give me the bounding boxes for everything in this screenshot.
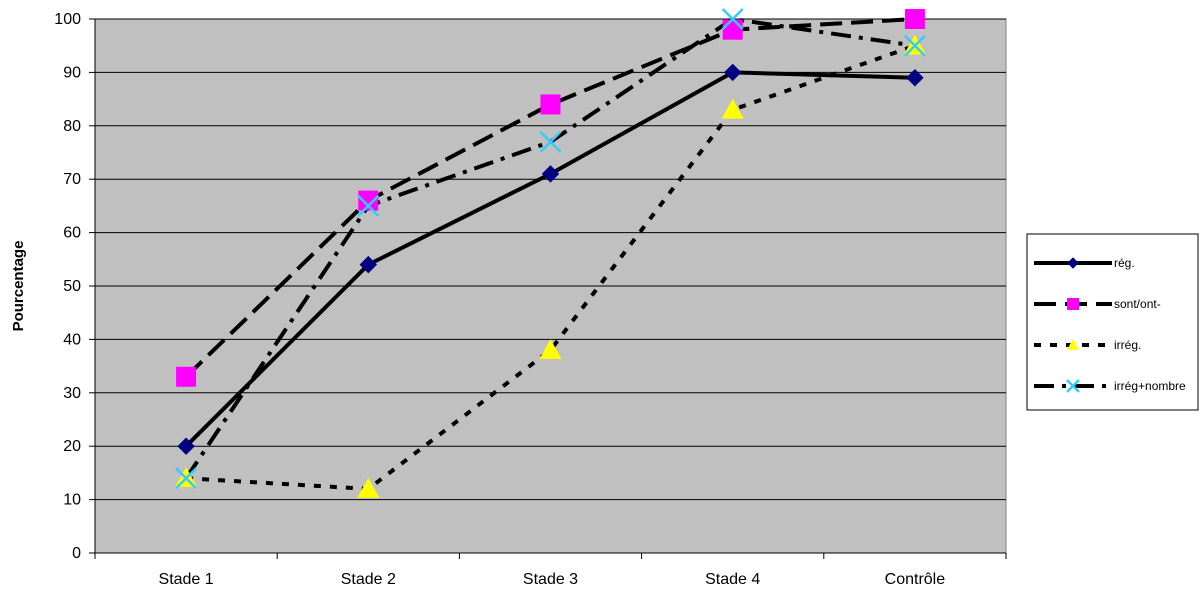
square-marker	[358, 190, 379, 211]
y-tick-label: 90	[63, 64, 81, 81]
x-marker-stroke	[357, 195, 380, 217]
x-marker	[904, 34, 926, 57]
legend-label: irrég.	[1114, 338, 1141, 352]
square-marker	[904, 9, 925, 29]
legend-label: rég.	[1114, 256, 1135, 270]
y-tick-label: 50	[63, 278, 81, 295]
legend-item: rég.	[1034, 256, 1135, 270]
diamond-marker	[177, 437, 195, 455]
diamond-marker	[1067, 257, 1079, 269]
legend-item: sont/ont-	[1034, 297, 1161, 311]
diamond-marker	[541, 165, 560, 183]
legend-label: sont/ont-	[1114, 297, 1161, 311]
x-marker-stroke	[1066, 379, 1080, 393]
diamond-marker	[359, 255, 378, 274]
diamond-marker	[723, 63, 742, 82]
y-tick-label: 10	[63, 492, 81, 509]
x-tick-label: Stade 1	[159, 571, 214, 588]
x-marker	[175, 467, 197, 490]
x-marker-stroke	[539, 130, 562, 153]
y-tick-label: 20	[63, 438, 81, 455]
legend-item: irrég+nombre	[1034, 379, 1186, 393]
diamond-marker	[906, 69, 924, 87]
x-tick-labels: Stade 1 Stade 2 Stade 3 Stade 4 Contrôle	[159, 571, 946, 588]
x-marker	[357, 195, 380, 217]
y-tick-label: 40	[63, 331, 81, 348]
triangle-marker	[357, 477, 380, 498]
y-tick-label: 70	[63, 171, 81, 188]
legend: rég. sont/ont-irrég. irrég+nombre	[1026, 233, 1199, 411]
y-tick-labels: 0 10 20 30 40 50 60 70 80 90 100	[54, 11, 81, 562]
x-tick-label: Stade 4	[705, 571, 760, 588]
legend-items: rég. sont/ont-irrég. irrég+nombre	[1034, 256, 1186, 393]
square-marker	[540, 94, 561, 115]
square-marker	[722, 19, 743, 40]
x-tick-label: Contrôle	[885, 571, 946, 588]
y-tick-label: 0	[72, 545, 81, 562]
y-tick-label: 30	[63, 385, 81, 402]
x-marker	[1066, 379, 1080, 393]
series-markers	[175, 8, 926, 498]
y-tick-label: 100	[54, 11, 81, 28]
y-tick-label: 80	[63, 118, 81, 135]
x-tick-label: Stade 3	[523, 571, 578, 588]
legend-label: irrég+nombre	[1114, 379, 1186, 393]
gridlines	[95, 18, 1006, 501]
y-axis-title: Pourcentage	[10, 241, 27, 332]
x-marker-stroke	[721, 8, 744, 30]
y-tick-label: 60	[63, 225, 81, 242]
triangle-marker	[539, 339, 562, 359]
triangle-marker	[721, 98, 744, 119]
x-marker	[539, 130, 562, 153]
triangle-marker	[1067, 339, 1079, 350]
axes	[89, 18, 1007, 559]
legend-item: irrég.	[1034, 338, 1141, 352]
x-tick-label: Stade 2	[341, 571, 396, 588]
x-marker-stroke	[904, 34, 926, 57]
square-marker	[1067, 298, 1079, 310]
square-marker	[176, 366, 197, 387]
x-marker-stroke	[175, 467, 197, 490]
x-marker	[721, 8, 744, 30]
